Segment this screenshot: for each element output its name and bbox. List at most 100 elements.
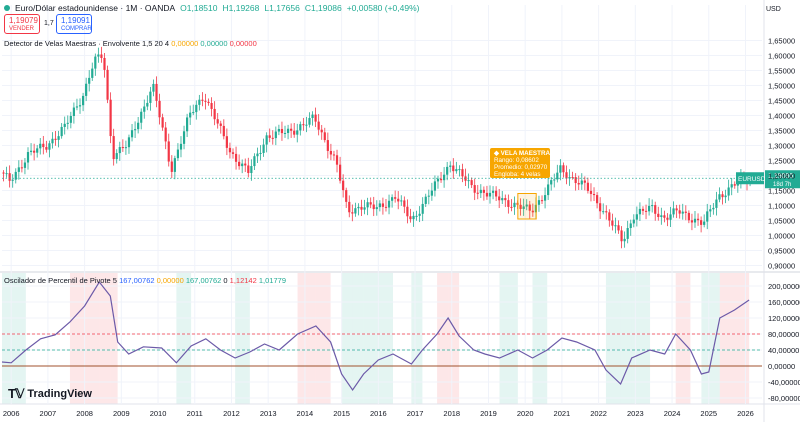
indicator-legend-oscilador[interactable]: Oscilador de Percentil de Pivote 5 167,0… <box>4 276 286 285</box>
zone-band <box>675 273 691 404</box>
candle-body <box>161 117 164 128</box>
candle-body <box>507 200 510 207</box>
candle-body <box>424 196 427 204</box>
candle-body <box>556 172 559 180</box>
candle-body <box>617 225 620 231</box>
candle-body <box>20 167 23 169</box>
candle-body <box>338 164 342 181</box>
ohlc-low: L1,17656 <box>264 3 300 13</box>
price-tick-label: 0,95000 <box>768 247 795 256</box>
symbol-title[interactable]: Euro/Dólar estadounidense · 1M · OANDA <box>15 3 176 13</box>
candle-body <box>308 117 311 125</box>
candle-body <box>614 225 617 227</box>
candle-body <box>354 208 357 214</box>
candle-body <box>366 202 369 208</box>
symbol-tag-text: EURUSD <box>738 176 766 183</box>
candle-body <box>112 136 115 160</box>
candle-body <box>225 136 228 148</box>
candle-body <box>124 147 128 149</box>
candle-body <box>626 228 629 239</box>
price-tick-label: 1,35000 <box>768 127 795 136</box>
zone-band <box>708 273 720 404</box>
candle-body <box>467 180 470 182</box>
candle-body <box>14 171 17 180</box>
candle-body <box>397 198 400 202</box>
candle-body <box>583 180 586 183</box>
candle-body <box>268 135 271 138</box>
year-tick-label: 2006 <box>3 409 20 418</box>
candle-body <box>259 152 262 154</box>
candle-body <box>360 206 363 210</box>
candle-body <box>342 180 345 191</box>
candle-body <box>48 143 51 150</box>
zone-band <box>605 273 621 404</box>
candle-body <box>286 128 290 133</box>
candle-body <box>118 147 121 154</box>
candle-body <box>687 212 690 221</box>
indicator-name: Detector de Velas Maestras · Envolvente … <box>4 39 170 48</box>
year-tick-label: 2019 <box>480 409 497 418</box>
candle-body <box>696 218 700 221</box>
candle-body <box>427 195 430 197</box>
sell-button[interactable]: 1,19079 VENDER <box>4 14 40 34</box>
zone-band <box>448 273 460 404</box>
candle-body <box>5 173 8 175</box>
candle-body <box>155 83 158 101</box>
oscillator-tick-label: 0,00000 <box>768 362 795 371</box>
candle-body <box>305 124 308 126</box>
sell-label: VENDER <box>9 26 35 32</box>
candle-body <box>394 197 397 199</box>
candle-body <box>381 203 385 207</box>
candle-body <box>97 54 100 57</box>
indicator-value: 167,00762 <box>119 276 155 285</box>
candle-body <box>182 131 186 144</box>
indicator-legend-velas[interactable]: Detector de Velas Maestras · Envolvente … <box>4 39 257 48</box>
candle-body <box>608 212 611 221</box>
candle-body <box>540 200 544 202</box>
price-candles <box>2 46 752 249</box>
indicator-value: 167,00762 <box>185 276 222 285</box>
oscillator-line <box>1 280 750 392</box>
candle-body <box>663 215 666 218</box>
candle-body <box>660 215 663 217</box>
candle-body <box>115 153 118 160</box>
candle-body <box>709 209 712 212</box>
tradingview-logo[interactable]: T𝕍 TradingView <box>8 386 92 402</box>
candle-body <box>501 198 504 201</box>
candle-body <box>78 105 82 107</box>
year-tick-label: 2024 <box>664 409 681 418</box>
buy-button[interactable]: 1,19091 COMPRAR <box>56 14 92 34</box>
candle-body <box>406 206 409 217</box>
candle-body <box>666 217 669 220</box>
candle-body <box>216 119 219 124</box>
candle-body <box>348 201 351 213</box>
price-axis: 1,65000 1,60000 1,55000 1,50000 1,45000 1,400… <box>768 37 800 404</box>
tooltip-text: ◆ VELA MAESTRA <box>493 150 550 157</box>
zone-band <box>719 273 735 404</box>
candle-body <box>51 138 54 144</box>
candle-body <box>176 149 180 159</box>
candle-body <box>433 181 437 191</box>
oscillator-tick-label: 120,00000 <box>768 314 800 323</box>
candle-body <box>23 162 27 168</box>
zone-band <box>437 273 449 404</box>
candle-body <box>528 204 531 211</box>
zone-band <box>297 273 316 404</box>
candle-body <box>57 136 60 140</box>
candle-body <box>681 211 684 214</box>
candle-body <box>519 204 522 209</box>
year-tick-label: 2017 <box>407 409 424 418</box>
zone-band <box>11 273 26 404</box>
candle-body <box>574 177 577 184</box>
ohlc-close: C1,19086 <box>304 3 342 13</box>
candle-body <box>238 161 241 167</box>
oscillator-tick-label: -40,00000 <box>768 378 800 387</box>
tooltip-text: Promedio: 0,02970 <box>494 164 548 171</box>
candle-body <box>513 202 516 208</box>
zone-band <box>352 273 364 404</box>
candle-body <box>11 179 14 181</box>
symbol-price-tag <box>736 172 764 185</box>
candle-body <box>387 200 391 208</box>
candle-body <box>727 187 730 196</box>
